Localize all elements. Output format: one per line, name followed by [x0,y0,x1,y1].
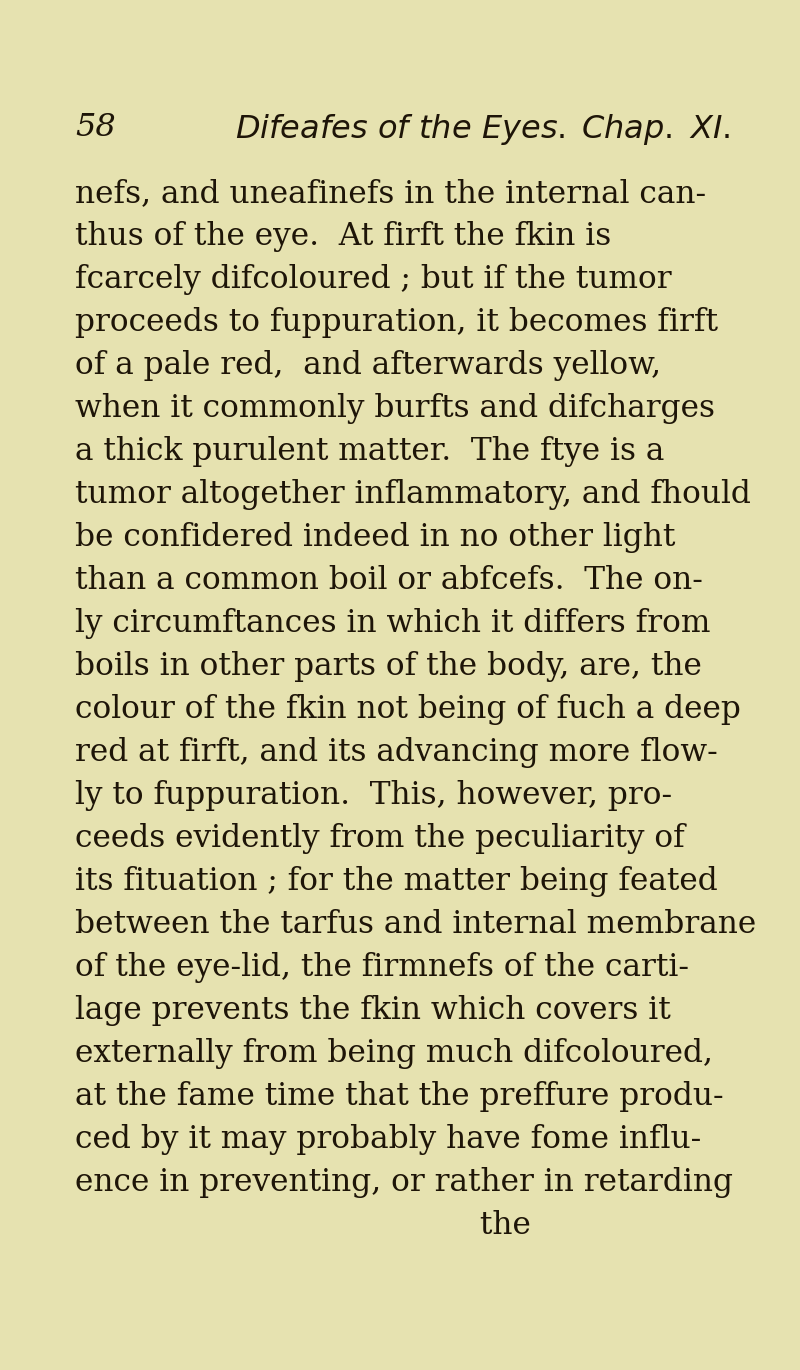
Text: ced by it may probably have fome influ-: ced by it may probably have fome influ- [75,1123,702,1155]
Text: proceeds to fuppuration, it becomes firft: proceeds to fuppuration, it becomes firf… [75,307,718,338]
Text: ence in preventing, or rather in retarding: ence in preventing, or rather in retardi… [75,1167,733,1197]
Text: tumor altogether inflammatory, and fhould: tumor altogether inflammatory, and fhoul… [75,479,751,510]
Text: lage prevents the fkin which covers it: lage prevents the fkin which covers it [75,995,670,1026]
Text: of the eye-lid, the firmnefs of the carti-: of the eye-lid, the firmnefs of the cart… [75,952,689,984]
Text: ceeds evidently from the peculiarity of: ceeds evidently from the peculiarity of [75,823,685,854]
Text: fcarcely difcoloured ; but if the tumor: fcarcely difcoloured ; but if the tumor [75,264,672,295]
Text: ly to fuppuration.  This, however, pro-: ly to fuppuration. This, however, pro- [75,780,672,811]
Text: between the tarfus and internal membrane: between the tarfus and internal membrane [75,910,756,940]
Text: $\mathit{Chap.\ XI.}$: $\mathit{Chap.\ XI.}$ [581,112,730,147]
Text: 58: 58 [75,112,116,142]
Text: boils in other parts of the body, are, the: boils in other parts of the body, are, t… [75,651,702,682]
Text: than a common boil or abfcefs.  The on-: than a common boil or abfcefs. The on- [75,564,703,596]
Text: be confidered indeed in no other light: be confidered indeed in no other light [75,522,675,553]
Text: when it commonly burfts and difcharges: when it commonly burfts and difcharges [75,393,715,423]
Text: ly circumftances in which it differs from: ly circumftances in which it differs fro… [75,608,710,638]
Text: its fituation ; for the matter being feated: its fituation ; for the matter being fea… [75,866,718,897]
Text: a thick purulent matter.  The ftye is a: a thick purulent matter. The ftye is a [75,436,664,467]
Text: thus of the eye.  At firft the fkin is: thus of the eye. At firft the fkin is [75,221,611,252]
Text: red at firft, and its advancing more flow-: red at firft, and its advancing more flo… [75,737,718,769]
Text: of a pale red,  and afterwards yellow,: of a pale red, and afterwards yellow, [75,349,661,381]
Text: colour of the fkin not being of fuch a deep: colour of the fkin not being of fuch a d… [75,695,741,725]
Text: externally from being much difcoloured,: externally from being much difcoloured, [75,1038,713,1069]
Text: at the fame time that the preffure produ-: at the fame time that the preffure produ… [75,1081,724,1112]
Text: the: the [75,1210,531,1241]
Text: nefs, and uneafinefs in the internal can-: nefs, and uneafinefs in the internal can… [75,178,706,210]
Text: $\mathit{Difeafes\ of\ the\ Eyes.}$: $\mathit{Difeafes\ of\ the\ Eyes.}$ [235,112,565,147]
